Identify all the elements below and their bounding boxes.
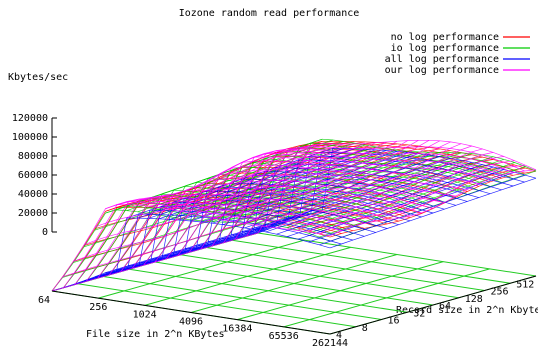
floor-grid-line xyxy=(154,261,434,306)
surface-mesh-line xyxy=(63,201,342,289)
floor-grid-line xyxy=(206,247,485,291)
surface-mesh-line xyxy=(223,148,502,243)
legend-label: all log performance xyxy=(385,54,499,65)
floor-grid-line xyxy=(129,268,408,313)
surface-mesh-line xyxy=(257,139,537,234)
surface-mesh-line xyxy=(257,138,537,234)
legend-label: no log performance xyxy=(391,32,499,43)
y-tick-label: 32 xyxy=(413,308,425,319)
y-tick-label: 512 xyxy=(516,279,534,290)
z-axis-label: Kbytes/sec xyxy=(8,72,68,83)
y-tick-label: 4 xyxy=(336,330,342,341)
floor-grid-line xyxy=(232,239,511,284)
floor-grid-line xyxy=(180,254,459,299)
floor-grid-line xyxy=(77,283,356,328)
surface-mesh-line xyxy=(246,151,525,237)
y-tick-label: 8 xyxy=(362,323,368,334)
surface-mesh-line xyxy=(97,195,376,279)
x-tick-label: 262144 xyxy=(312,338,348,347)
y-tick-label: 256 xyxy=(491,287,509,298)
x-tick-label: 256 xyxy=(89,302,107,313)
y-axis-line xyxy=(329,275,537,335)
floor-grid-line xyxy=(103,276,382,320)
z-tick-label: 80000 xyxy=(18,151,48,162)
floor-grid xyxy=(51,232,537,335)
x-tick-label: 4096 xyxy=(179,317,203,328)
surface-mesh-line xyxy=(86,197,365,282)
surface-mesh-line xyxy=(120,186,399,272)
z-tick-label: 100000 xyxy=(12,132,48,143)
x-axis-ticks: 64 256 1024 4096 16384 65536 262144 xyxy=(38,295,348,347)
surface-mesh-line xyxy=(166,164,445,260)
surface-mesh-line xyxy=(51,217,331,292)
y-axis-label: Record size in 2^n Kbytes xyxy=(396,305,538,316)
surface-meshes xyxy=(51,138,537,292)
z-axis-ticks: 120000 100000 80000 60000 40000 20000 0 xyxy=(12,113,57,238)
x-axis-line xyxy=(51,290,331,335)
surface-mesh-line xyxy=(257,148,537,234)
x-tick-label: 64 xyxy=(38,295,50,306)
surface-mesh-line xyxy=(189,156,468,253)
y-tick-label: 64 xyxy=(439,301,451,312)
x-axis-label: File size in 2^n KBytes xyxy=(86,329,224,340)
z-tick-label: 40000 xyxy=(18,189,48,200)
x-tick-label: 1024 xyxy=(133,309,157,320)
x-tick-label: 65536 xyxy=(269,331,299,342)
surface-mesh-line xyxy=(143,174,422,266)
y-axis-ticks: 481632641282565121024 xyxy=(336,279,534,341)
y-tick-label: 128 xyxy=(465,294,483,305)
z-tick-label: 20000 xyxy=(18,208,48,219)
surface-mesh-line xyxy=(200,152,479,250)
surface-mesh-line xyxy=(154,169,434,263)
surface-mesh-line xyxy=(86,198,365,282)
surface-mesh-line xyxy=(177,160,456,256)
y-tick-label: 16 xyxy=(388,316,400,327)
x-tick-label: 16384 xyxy=(222,324,252,335)
floor-grid-line xyxy=(257,232,537,277)
z-tick-label: 120000 xyxy=(12,113,48,124)
chart-title: Iozone random read performance xyxy=(179,8,360,19)
z-tick-label: 60000 xyxy=(18,170,48,181)
surface-mesh-line xyxy=(246,145,525,237)
surface-mesh-line xyxy=(234,147,514,240)
surface-series xyxy=(51,139,537,292)
surface-mesh-line xyxy=(211,150,491,247)
legend-label: our log performance xyxy=(385,65,499,76)
surface-mesh-line xyxy=(51,204,331,292)
surface-mesh-line xyxy=(212,163,491,247)
z-tick-label: 0 xyxy=(42,227,48,238)
legend-label: io log performance xyxy=(391,43,499,54)
surface-mesh-line xyxy=(108,192,388,276)
surface-mesh-line xyxy=(74,198,354,285)
